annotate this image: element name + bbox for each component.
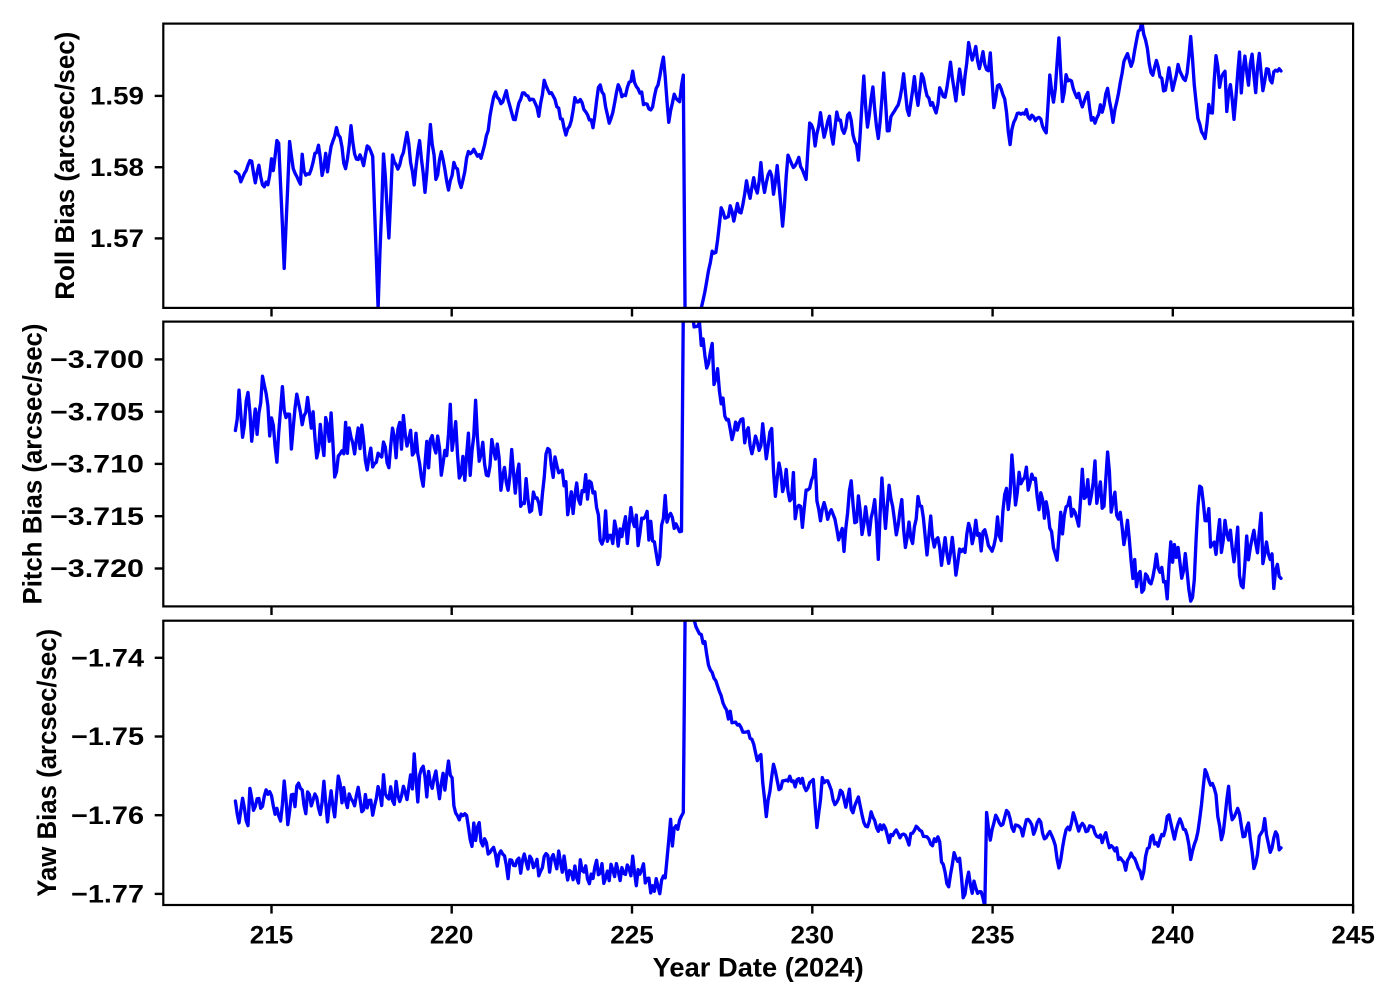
svg-text:Roll Bias (arcsec/sec): Roll Bias (arcsec/sec) — [50, 32, 80, 300]
svg-text:245: 245 — [1331, 921, 1375, 949]
svg-text:−1.76: −1.76 — [71, 802, 144, 830]
svg-text:−1.75: −1.75 — [71, 723, 144, 751]
svg-text:235: 235 — [971, 921, 1015, 949]
svg-text:1.57: 1.57 — [90, 225, 144, 253]
svg-text:1.58: 1.58 — [90, 154, 144, 182]
svg-text:Pitch Bias (arcsec/sec): Pitch Bias (arcsec/sec) — [17, 324, 47, 605]
svg-text:240: 240 — [1151, 921, 1195, 949]
svg-text:Yaw Bias (arcsec/sec): Yaw Bias (arcsec/sec) — [32, 629, 62, 897]
svg-text:215: 215 — [250, 921, 294, 949]
svg-text:−3.720: −3.720 — [50, 555, 144, 583]
svg-text:−3.700: −3.700 — [50, 346, 144, 374]
svg-text:Year Date (2024): Year Date (2024) — [653, 952, 864, 982]
svg-text:−1.74: −1.74 — [71, 645, 144, 673]
svg-text:225: 225 — [610, 921, 654, 949]
svg-text:220: 220 — [430, 921, 474, 949]
svg-text:−1.77: −1.77 — [71, 881, 144, 909]
svg-text:−3.715: −3.715 — [50, 503, 144, 531]
svg-text:230: 230 — [791, 921, 835, 949]
svg-text:1.59: 1.59 — [90, 83, 144, 111]
svg-text:−3.710: −3.710 — [50, 451, 144, 479]
svg-text:−3.705: −3.705 — [50, 398, 144, 426]
